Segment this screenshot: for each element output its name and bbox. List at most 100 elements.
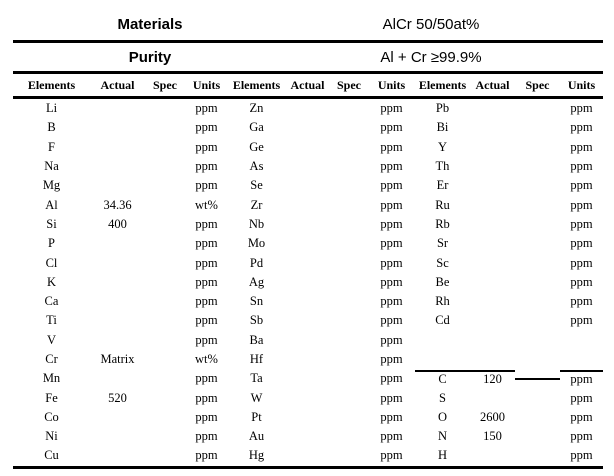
column-header: Units bbox=[377, 77, 406, 92]
element-cell: Co bbox=[44, 409, 59, 424]
column-header-row: Elements Actual Spec Units Elements Actual Spe… bbox=[13, 74, 603, 99]
units-cell: ppm bbox=[380, 332, 403, 347]
units-cell: ppm bbox=[570, 197, 593, 212]
units-cell: ppm bbox=[380, 352, 403, 366]
element-cell: Bi bbox=[436, 120, 449, 135]
units-cell: ppm bbox=[380, 139, 403, 154]
element-cell: Pt bbox=[251, 409, 262, 424]
units-cell: ppm bbox=[570, 274, 593, 289]
units-cell: ppm bbox=[195, 332, 218, 347]
table-row: Co ppm Pt ppm O 2600 ppm bbox=[13, 408, 603, 427]
table-row: Si 400 ppm Nb ppm Rb ppm bbox=[13, 215, 603, 234]
element-cell: K bbox=[46, 274, 57, 289]
table-row: Li ppm Zn ppm Pb ppm bbox=[13, 99, 603, 118]
element-cell: S bbox=[439, 390, 446, 405]
element-cell: Rh bbox=[435, 294, 450, 309]
element-cell: Ba bbox=[249, 332, 264, 347]
element-cell: Ca bbox=[44, 294, 59, 309]
units-cell: ppm bbox=[195, 101, 218, 116]
element-cell: Sr bbox=[436, 236, 449, 251]
element-cell: Na bbox=[44, 159, 59, 174]
units-cell: ppm bbox=[570, 409, 593, 424]
element-cell: F bbox=[48, 139, 55, 154]
element-cell: Se bbox=[250, 178, 263, 193]
units-cell: ppm bbox=[195, 294, 218, 309]
units-cell: ppm bbox=[195, 216, 218, 231]
units-cell: ppm bbox=[195, 429, 218, 444]
table-row: Cr Matrix wt% Hf ppm bbox=[13, 350, 603, 369]
column-header: Actual bbox=[475, 77, 510, 92]
units-cell: ppm bbox=[195, 313, 218, 328]
units-cell: ppm bbox=[195, 255, 218, 270]
materials-value: AlCr 50/50at% bbox=[382, 15, 480, 33]
element-cell: Cd bbox=[435, 313, 450, 328]
actual-cell: 400 bbox=[108, 216, 127, 231]
column-header: Spec bbox=[525, 77, 550, 92]
element-cell: Ge bbox=[249, 139, 264, 154]
units-cell: ppm bbox=[570, 139, 593, 154]
element-cell: Ru bbox=[435, 197, 450, 212]
column-header: Units bbox=[567, 77, 596, 92]
units-cell: ppm bbox=[570, 390, 593, 405]
units-cell: ppm bbox=[380, 101, 403, 116]
element-cell: Ti bbox=[46, 313, 57, 328]
purity-row: Purity Al + Cr ≥99.9% bbox=[13, 43, 603, 74]
units-cell: ppm bbox=[380, 371, 403, 386]
element-cell: Zr bbox=[250, 197, 263, 212]
units-cell: ppm bbox=[195, 236, 218, 251]
units-cell: ppm bbox=[570, 255, 593, 270]
units-cell: ppm bbox=[570, 429, 593, 444]
element-cell: Sn bbox=[249, 294, 264, 309]
units-cell: ppm bbox=[380, 236, 403, 251]
column-header: Units bbox=[192, 77, 221, 92]
purity-label: Purity bbox=[128, 48, 172, 66]
units-cell: ppm bbox=[195, 120, 218, 135]
units-cell: ppm bbox=[380, 274, 403, 289]
units-cell: ppm bbox=[570, 159, 593, 174]
element-cell: Cr bbox=[45, 352, 58, 366]
units-cell: ppm bbox=[195, 448, 218, 463]
column-header: Actual bbox=[100, 77, 135, 92]
materials-label: Materials bbox=[117, 15, 183, 33]
element-cell: Rb bbox=[435, 216, 450, 231]
element-cell: Pb bbox=[435, 101, 450, 116]
units-cell: ppm bbox=[380, 448, 403, 463]
purity-table: Materials AlCr 50/50at% Purity Al + Cr ≥… bbox=[13, 8, 603, 469]
element-cell: Be bbox=[435, 274, 450, 289]
units-cell: ppm bbox=[195, 409, 218, 424]
element-cell: Ta bbox=[250, 371, 263, 386]
element-cell: Th bbox=[435, 159, 450, 174]
actual-cell: 150 bbox=[483, 429, 502, 444]
actual-cell: 120 bbox=[470, 370, 515, 387]
element-cell: O bbox=[437, 409, 448, 424]
units-cell: ppm bbox=[570, 313, 593, 328]
element-cell: Si bbox=[46, 216, 57, 231]
column-header: Spec bbox=[337, 77, 361, 92]
units-cell: ppm bbox=[570, 216, 593, 231]
table-row: Mg ppm Se ppm Er ppm bbox=[13, 176, 603, 195]
element-cell: Hg bbox=[248, 448, 265, 463]
units-cell: ppm bbox=[570, 101, 593, 116]
units-cell: ppm bbox=[195, 371, 218, 386]
element-cell: Sc bbox=[436, 255, 449, 270]
element-cell: C bbox=[415, 370, 470, 387]
table-row: Ca ppm Sn ppm Rh ppm bbox=[13, 292, 603, 311]
table-row: Ti ppm Sb ppm Cd ppm bbox=[13, 311, 603, 330]
element-cell: Pd bbox=[249, 255, 264, 270]
column-header: Elements bbox=[418, 77, 467, 92]
table-row: Al 34.36 wt% Zr ppm Ru ppm bbox=[13, 195, 603, 214]
actual-cell: 2600 bbox=[480, 409, 505, 424]
units-cell: ppm bbox=[570, 178, 593, 193]
element-cell: Al bbox=[45, 197, 58, 212]
element-cell: As bbox=[249, 159, 264, 174]
column-header: Spec bbox=[153, 77, 177, 92]
spec-cell bbox=[515, 377, 560, 380]
element-cell: Cl bbox=[45, 255, 58, 270]
units-cell: ppm bbox=[380, 429, 403, 444]
